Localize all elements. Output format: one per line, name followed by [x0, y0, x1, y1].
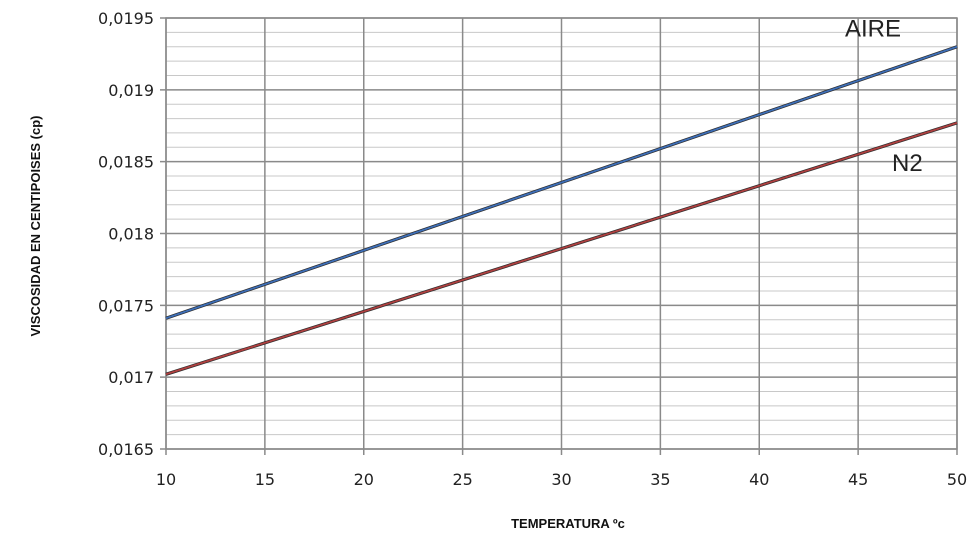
- x-axis-title: TEMPERATURA ºc: [511, 516, 625, 531]
- tick-labels: 0,0165 0,017 0,0175 0,018 0,0185 0,019 0,0195 1…: [98, 9, 967, 489]
- plot-area-border: [165, 17, 958, 450]
- y-tick-label: 0,017: [108, 368, 154, 387]
- x-tick-label: 20: [354, 470, 374, 489]
- major-gridlines: [160, 17, 958, 455]
- y-tick-label: 0,018: [108, 225, 154, 244]
- x-tick-label: 15: [255, 470, 275, 489]
- x-tick-label: 30: [551, 470, 571, 489]
- x-tick-label: 25: [452, 470, 472, 489]
- y-tick-label: 0,019: [108, 81, 154, 100]
- series-label-n2: N2: [892, 150, 923, 177]
- series-lines: AIRE N2: [165, 16, 958, 376]
- y-tick-label: 0,0165: [98, 440, 154, 459]
- series-label-aire: AIRE: [845, 16, 901, 43]
- y-axis-title: VISCOSIDAD EN CENTIPOISES (cp): [28, 115, 43, 336]
- x-tick-label: 50: [947, 470, 967, 489]
- series-line-aire: [165, 45, 958, 320]
- series-line-n2: [165, 122, 958, 376]
- y-tick-label: 0,0195: [98, 9, 154, 28]
- x-tick-label: 40: [749, 470, 769, 489]
- y-tick-label: 0,0185: [98, 153, 154, 172]
- x-tick-label: 10: [156, 470, 176, 489]
- y-tick-label: 0,0175: [98, 296, 154, 315]
- x-tick-label: 35: [650, 470, 670, 489]
- x-tick-label: 45: [848, 470, 868, 489]
